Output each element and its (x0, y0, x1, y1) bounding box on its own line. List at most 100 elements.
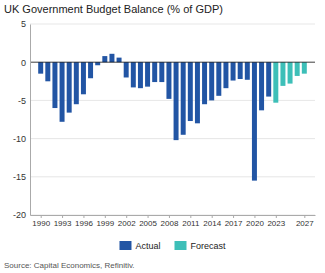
x-tick-mark (233, 215, 234, 218)
x-tick-mark (190, 215, 191, 218)
y-tick: -20 (13, 210, 30, 220)
bar (117, 58, 122, 63)
y-tick: 0 (21, 58, 30, 68)
x-tick: 2017 (225, 215, 243, 228)
bar (252, 62, 257, 180)
legend-item: Forecast (175, 241, 227, 251)
x-tick: 2002 (118, 215, 136, 228)
x-tick: 2020 (246, 215, 264, 228)
x-tick: 1996 (75, 215, 93, 228)
bar (280, 62, 285, 86)
x-tick-mark (276, 215, 277, 218)
bar (159, 62, 164, 82)
y-tick: 5 (21, 19, 30, 29)
x-tick: 2027 (296, 215, 314, 228)
bars (38, 54, 307, 181)
x-tick: 2023 (267, 215, 285, 228)
y-axis-line (30, 25, 31, 216)
y-tick-label: -20 (13, 210, 26, 220)
y-tick-label: 0 (21, 58, 26, 68)
y-tick-label: 5 (21, 19, 26, 29)
bar (188, 62, 193, 121)
bar (202, 62, 207, 104)
x-tick-label: 2011 (182, 219, 200, 228)
y-tick-label: -10 (13, 134, 26, 144)
bar (109, 54, 114, 62)
bar (295, 62, 300, 76)
x-tick-label: 2005 (139, 219, 157, 228)
bar (238, 62, 243, 79)
bar (60, 62, 65, 122)
bar (273, 62, 278, 102)
x-tick-label: 2014 (203, 219, 221, 228)
annotation: Source: Capital Economics, Refinitiv. (4, 261, 135, 270)
x-tick-mark (148, 215, 149, 218)
y-tick: -5 (18, 96, 30, 106)
x-tick-mark (126, 215, 127, 218)
x-tick-label: 2008 (161, 219, 179, 228)
legend-label: Forecast (191, 241, 227, 251)
chart: UK Government Budget Balance (% of GDP) -… (0, 0, 325, 273)
bar (259, 62, 264, 110)
bar (302, 62, 307, 73)
x-tick-label: 1996 (75, 219, 93, 228)
bar (131, 62, 136, 87)
x-tick-mark (169, 215, 170, 218)
bar (81, 62, 86, 94)
bar (88, 62, 93, 78)
x-tick: 2014 (203, 215, 221, 228)
x-tick-label: 1999 (96, 219, 114, 228)
grid-line (30, 24, 315, 25)
zero-line (30, 62, 315, 63)
x-tick-mark (62, 215, 63, 218)
x-tick-label: 2020 (246, 219, 264, 228)
bar (216, 62, 221, 96)
bar (74, 62, 79, 104)
grid-line (30, 215, 315, 216)
x-tick-label: 1993 (54, 219, 72, 228)
x-tick: 1990 (32, 215, 50, 228)
x-tick: 2011 (182, 215, 200, 228)
x-axis-line (31, 215, 316, 216)
bar (245, 62, 250, 80)
x-tick-label: 1990 (32, 219, 50, 228)
bar (152, 62, 157, 82)
grid-line (30, 138, 315, 139)
bar (231, 62, 236, 80)
bar (45, 62, 50, 81)
bar (95, 62, 100, 65)
y-tick-label: -15 (13, 172, 26, 182)
bar (266, 62, 271, 96)
x-tick-mark (304, 215, 305, 218)
x-axis: 1990 199319961999 20022005 200820112014 2017… (31, 215, 316, 228)
x-tick: 2008 (161, 215, 179, 228)
x-tick-mark (41, 215, 42, 218)
legend-swatch (175, 241, 187, 250)
grid-line (30, 100, 315, 101)
bar (223, 62, 228, 88)
grid-line (30, 62, 315, 63)
grid (30, 24, 315, 215)
y-tick-label: -5 (18, 96, 26, 106)
x-tick: 2005 (139, 215, 157, 228)
x-tick-label: 2023 (267, 219, 285, 228)
y-tick: -10 (13, 134, 30, 144)
x-tick-mark (254, 215, 255, 218)
bar (124, 62, 129, 77)
y-axis: -20 -15 -10 -5 0 5 (13, 19, 31, 220)
legend-item: Actual (119, 241, 160, 251)
x-tick-mark (212, 215, 213, 218)
bar (38, 62, 43, 73)
legend-label: Actual (135, 241, 160, 251)
x-tick-label: 2002 (118, 219, 136, 228)
bar (209, 62, 214, 100)
x-tick-mark (83, 215, 84, 218)
bar (174, 62, 179, 140)
y-tick: -15 (13, 172, 30, 182)
bar (166, 62, 171, 99)
bar (52, 62, 57, 108)
bar (102, 56, 107, 62)
title: UK Government Budget Balance (% of GDP) (4, 3, 223, 15)
grid-line (30, 176, 315, 177)
bar (195, 62, 200, 123)
